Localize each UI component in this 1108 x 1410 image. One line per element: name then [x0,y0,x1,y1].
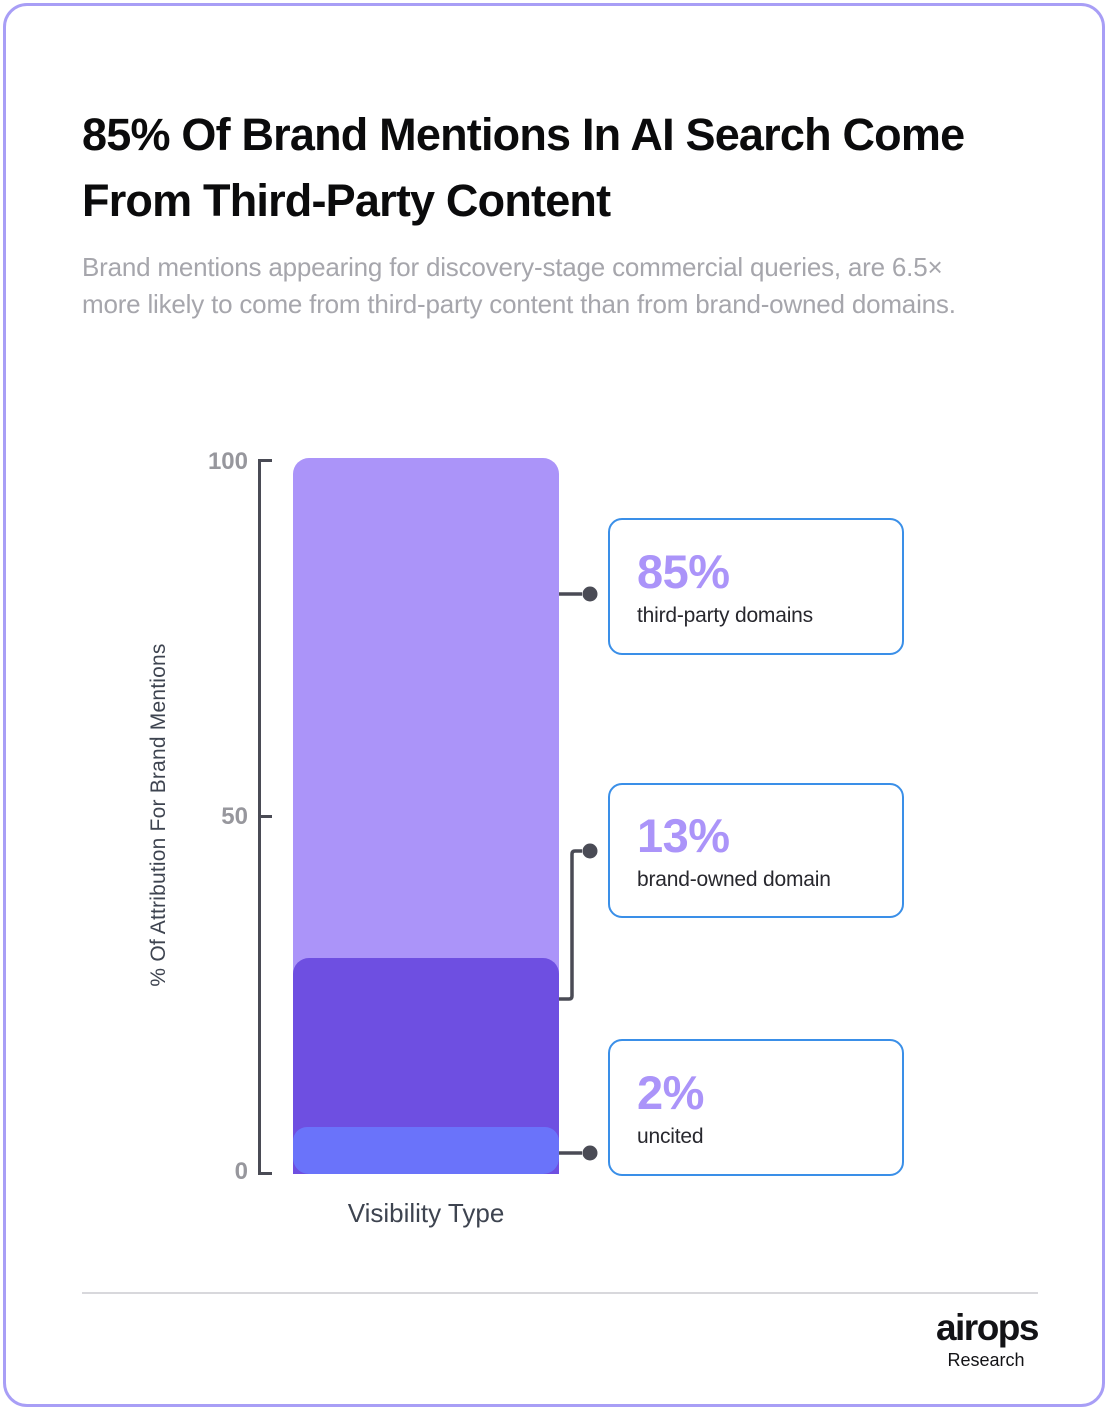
connector-dot-85 [582,586,598,602]
footer-divider [82,1292,1038,1294]
y-tick-label-50: 50 [221,803,248,830]
y-tick-label-0: 0 [234,1158,248,1185]
callout-value-2: 2% [637,1065,704,1119]
y-axis-title: % Of Attribution For Brand Mentions [147,643,170,987]
stacked-bar [293,458,559,1174]
airops-research-label: Research [947,1350,1025,1370]
y-tick-100 [258,459,272,462]
bar-segment-uncited [293,1127,559,1174]
airops-logo: airops [935,1307,1040,1348]
connector-dot-13 [582,843,598,859]
x-axis-title: Visibility Type [347,1198,505,1228]
callout-label-2: uncited [637,1124,704,1148]
y-tick-0 [258,1172,272,1175]
footer-brand: airops Research [838,1307,1040,1371]
page-title: 85% Of Brand Mentions In AI Search Come … [82,109,965,226]
callout-label-13: brand-owned domain [637,867,831,891]
y-tick-label-100: 100 [207,448,248,475]
callout-value-85: 85% [637,544,730,598]
callout-brand-owned: 13% brand-owned domain [608,783,904,918]
callout-third-party: 85% third-party domains [608,518,904,655]
infographic-card: 85% Of Brand Mentions In AI Search Come … [3,3,1105,1407]
callout-value-13: 13% [637,808,730,862]
callout-label-85: third-party domains [637,603,813,627]
callout-uncited: 2% uncited [608,1039,904,1176]
connector-dot-2 [582,1145,598,1161]
y-tick-50 [258,815,272,818]
page-subtitle: Brand mentions appearing for discovery-s… [82,252,956,319]
connector-line-13 [559,849,582,1001]
callout-connectors [559,586,598,1161]
